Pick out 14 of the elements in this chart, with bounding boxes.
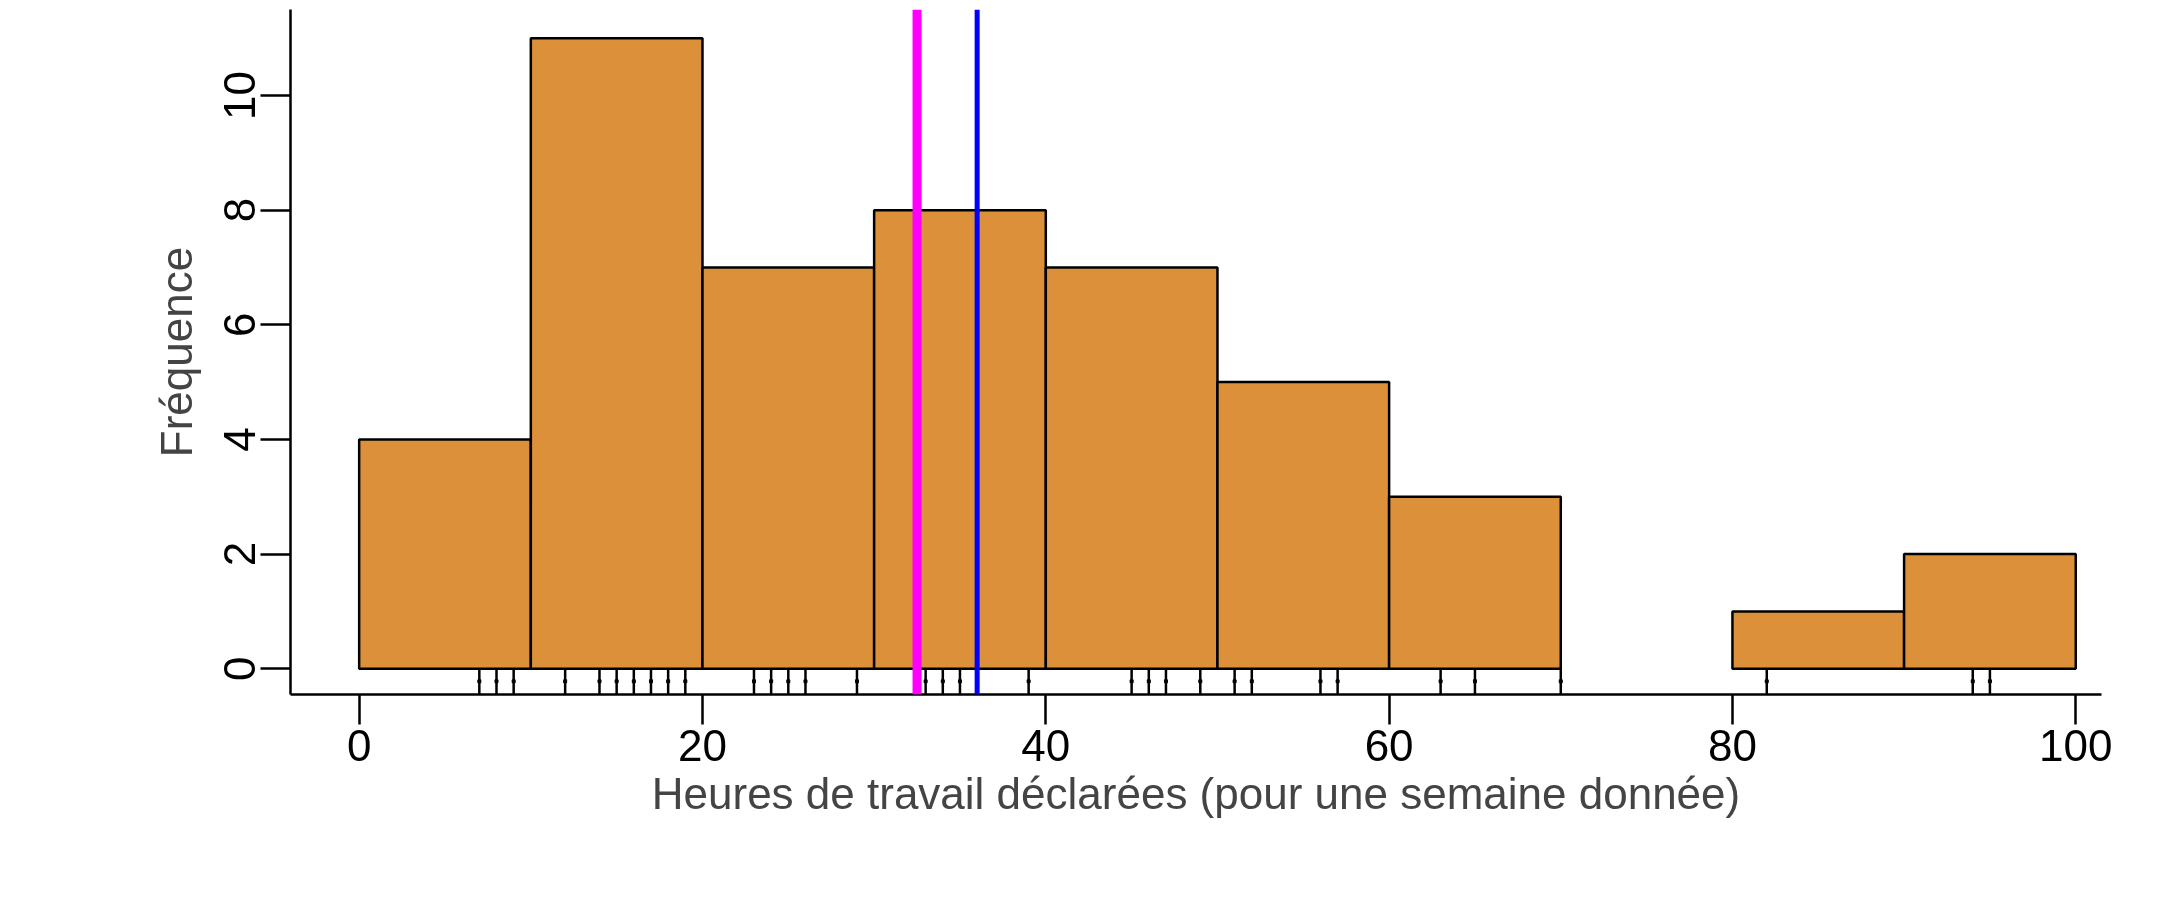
x-axis-title: Heures de travail déclarées (pour une semaine donnée) xyxy=(651,768,1741,818)
x-tick-label: 60 xyxy=(1364,720,1414,770)
x-tick-label: 40 xyxy=(1021,720,1071,770)
y-tick-label: 0 xyxy=(214,656,264,681)
y-tick-label: 2 xyxy=(214,541,264,567)
y-tick-label: 10 xyxy=(214,71,264,120)
y-tick-label: 8 xyxy=(214,197,264,223)
x-tick-label: 100 xyxy=(2039,720,2113,770)
x-tick-label: 0 xyxy=(346,720,372,770)
y-tick-label: 4 xyxy=(214,427,264,452)
y-tick-label: 6 xyxy=(214,312,264,338)
x-tick-label: 80 xyxy=(1707,720,1757,770)
x-tick-label: 20 xyxy=(678,720,727,770)
y-axis-title: Fréquence xyxy=(151,246,201,458)
